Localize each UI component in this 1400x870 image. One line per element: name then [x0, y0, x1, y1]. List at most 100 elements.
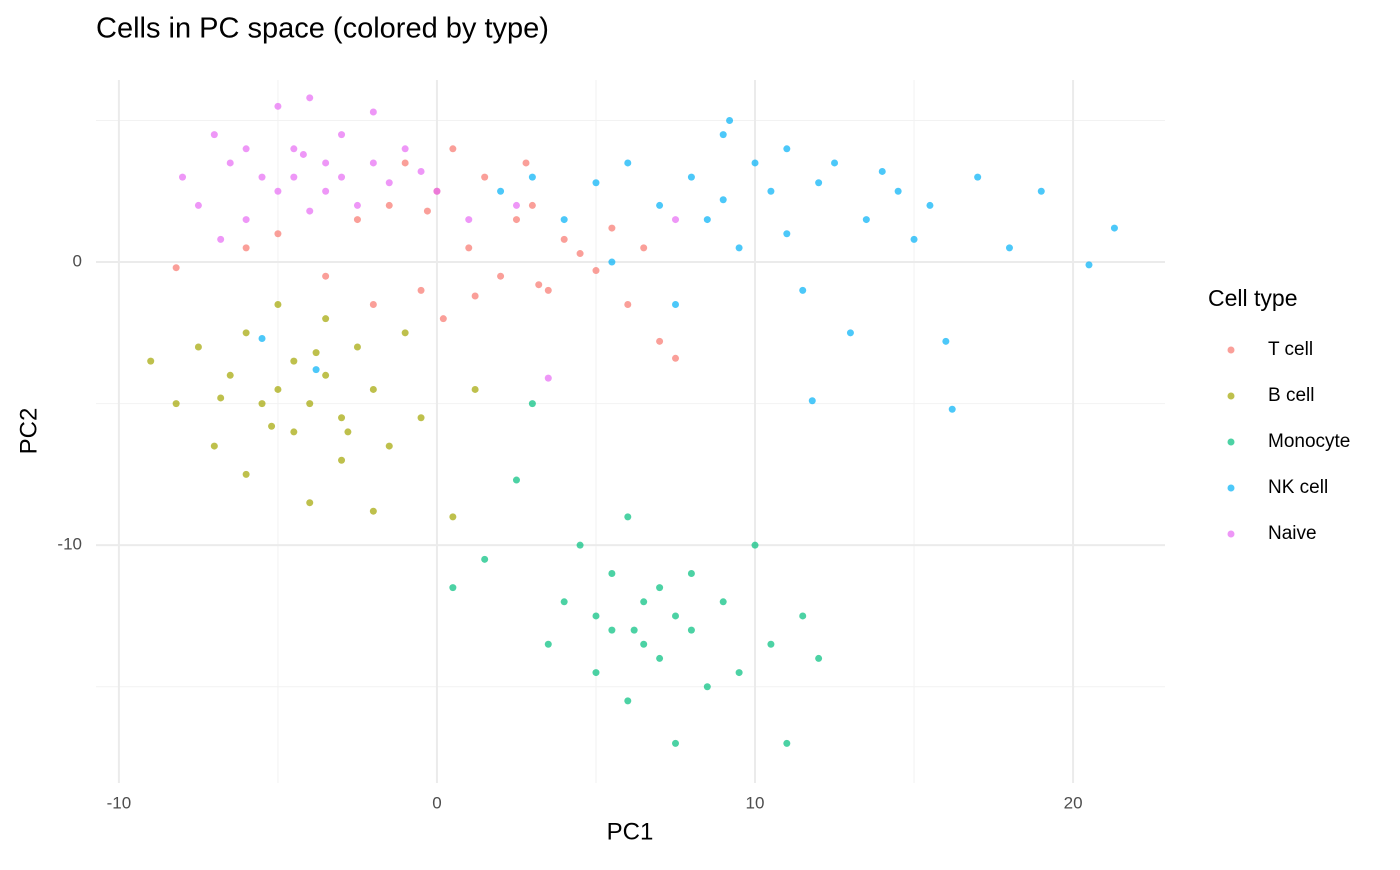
- point: [846, 329, 854, 337]
- point: [640, 244, 648, 252]
- chart-title: Cells in PC space (colored by type): [96, 13, 549, 45]
- point: [306, 400, 314, 408]
- x-tick-label: -10: [107, 793, 132, 812]
- point: [417, 167, 425, 175]
- point: [290, 428, 298, 436]
- point: [592, 612, 600, 620]
- point: [226, 159, 234, 167]
- point: [401, 329, 409, 337]
- point: [369, 108, 377, 116]
- point: [258, 173, 266, 181]
- legend-title: Cell type: [1208, 285, 1297, 311]
- point: [274, 385, 282, 393]
- legend-label: T cell: [1268, 339, 1313, 360]
- point: [544, 640, 552, 648]
- point: [497, 187, 505, 195]
- point: [799, 286, 807, 294]
- point: [471, 385, 479, 393]
- point: [449, 513, 457, 521]
- point: [726, 116, 734, 124]
- point: [624, 301, 632, 309]
- legend-key: [1227, 438, 1235, 446]
- legend-key: [1227, 530, 1235, 538]
- point: [608, 569, 616, 577]
- point: [258, 400, 266, 408]
- point: [449, 145, 457, 153]
- point: [544, 286, 552, 294]
- point: [369, 385, 377, 393]
- point: [401, 159, 409, 167]
- point: [528, 201, 536, 209]
- point: [592, 669, 600, 677]
- point: [719, 598, 727, 606]
- point: [751, 541, 759, 549]
- point: [258, 334, 266, 342]
- point: [656, 337, 664, 345]
- point: [719, 196, 727, 204]
- point: [783, 145, 791, 153]
- point: [878, 167, 886, 175]
- point: [290, 357, 298, 365]
- point: [815, 179, 823, 187]
- point: [630, 626, 638, 634]
- point: [217, 394, 225, 402]
- point: [274, 230, 282, 238]
- point: [401, 145, 409, 153]
- point: [735, 669, 743, 677]
- point: [242, 145, 250, 153]
- point: [624, 697, 632, 705]
- point: [687, 173, 695, 181]
- point: [274, 102, 282, 110]
- point: [528, 400, 536, 408]
- point: [535, 281, 543, 289]
- point: [369, 301, 377, 309]
- point: [369, 159, 377, 167]
- point: [815, 654, 823, 662]
- point: [242, 244, 250, 252]
- point: [910, 235, 918, 243]
- point: [417, 286, 425, 294]
- point: [656, 584, 664, 592]
- point: [672, 354, 680, 362]
- point: [322, 315, 330, 323]
- x-tick-label: 10: [746, 793, 765, 812]
- legend-label: Monocyte: [1268, 431, 1350, 452]
- point: [926, 201, 934, 209]
- point: [242, 216, 250, 224]
- point: [274, 187, 282, 195]
- point: [512, 476, 520, 484]
- point: [640, 598, 648, 606]
- point: [862, 216, 870, 224]
- point: [672, 216, 680, 224]
- point: [353, 216, 361, 224]
- x-tick-label: 0: [432, 793, 441, 812]
- point: [481, 173, 489, 181]
- x-tick-label: 20: [1064, 793, 1083, 812]
- point: [767, 187, 775, 195]
- point: [344, 428, 352, 436]
- point: [576, 250, 584, 258]
- point: [290, 145, 298, 153]
- point: [306, 94, 314, 102]
- point: [338, 414, 346, 422]
- point: [439, 315, 447, 323]
- point: [226, 371, 234, 379]
- point: [522, 159, 530, 167]
- point: [465, 244, 473, 252]
- point: [703, 683, 711, 691]
- point: [338, 456, 346, 464]
- point: [290, 173, 298, 181]
- point: [544, 374, 552, 382]
- legend-key: [1227, 392, 1235, 400]
- point: [338, 131, 346, 139]
- point: [656, 201, 664, 209]
- point: [481, 555, 489, 563]
- point: [672, 739, 680, 747]
- point: [528, 173, 536, 181]
- point: [274, 301, 282, 309]
- point: [560, 235, 568, 243]
- point: [471, 292, 479, 300]
- point: [799, 612, 807, 620]
- point: [306, 499, 314, 507]
